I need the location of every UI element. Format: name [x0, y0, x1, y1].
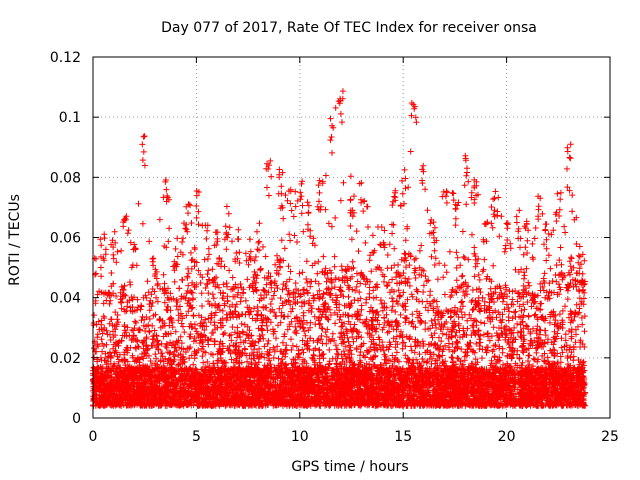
- y-tick-label: 0: [72, 411, 81, 427]
- y-tick-label: 0.12: [50, 50, 81, 66]
- x-tick-label: 0: [89, 429, 98, 445]
- axis-ticks: 0 5 10 15 20 25 0 0.02 0.04 0.06 0.08 0.1 0.12: [50, 50, 619, 445]
- x-tick-label: 5: [192, 429, 201, 445]
- y-tick-label: 0.04: [50, 291, 81, 307]
- x-tick-label: 25: [601, 429, 619, 445]
- chart-title: Day 077 of 2017, Rate Of TEC Index for r…: [161, 20, 537, 36]
- x-tick-label: 10: [291, 429, 309, 445]
- x-tick-label: 15: [394, 429, 412, 445]
- y-tick-label: 0.08: [50, 170, 81, 186]
- y-tick-label: 0.1: [59, 110, 81, 126]
- y-axis-label: ROTI / TECUs: [7, 194, 23, 286]
- x-axis-label: GPS time / hours: [291, 459, 408, 475]
- y-tick-label: 0.06: [50, 231, 81, 247]
- y-tick-label: 0.02: [50, 351, 81, 367]
- x-tick-label: 20: [498, 429, 516, 445]
